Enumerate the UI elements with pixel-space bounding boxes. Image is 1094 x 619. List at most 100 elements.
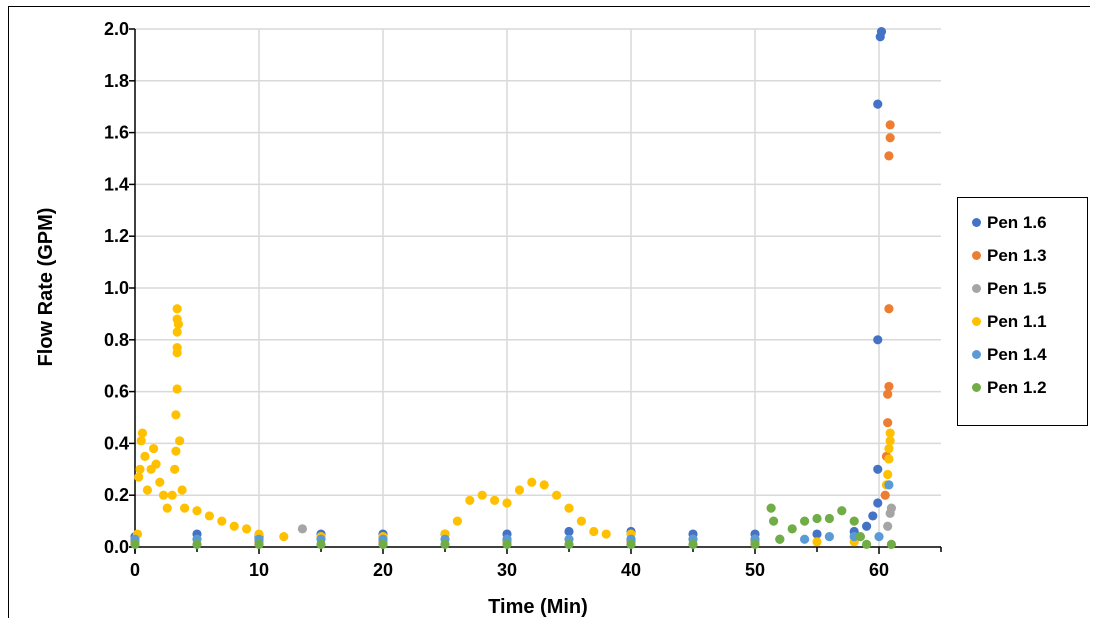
data-point [885, 120, 895, 130]
series-pen-1-6 [130, 26, 887, 542]
legend-item: Pen 1.5 [958, 272, 1087, 305]
legend-item: Pen 1.6 [958, 206, 1087, 239]
data-point [886, 539, 897, 550]
legend-item: Pen 1.1 [958, 305, 1087, 338]
data-point [885, 436, 895, 446]
data-point [873, 498, 883, 508]
data-point [885, 133, 895, 143]
legend-marker [972, 317, 981, 326]
x-tick-label: 30 [497, 560, 517, 580]
data-point [883, 521, 893, 531]
data-point [527, 477, 537, 487]
data-point [140, 451, 150, 461]
data-point [192, 506, 202, 516]
legend-label: Pen 1.5 [987, 278, 1047, 298]
data-point [824, 513, 835, 524]
data-point [688, 539, 698, 550]
tick-labels: 0.0 0.2 0.4 0.6 0.8 1.0 1.2 1.4 1.6 1.8 2.0 0 10 20 30… [104, 19, 889, 580]
data-point [873, 335, 883, 345]
y-tick-label: 0.0 [104, 537, 129, 557]
data-point [849, 516, 859, 526]
data-point [800, 534, 810, 544]
data-point [626, 539, 636, 550]
series-pen-1-2 [130, 503, 897, 550]
series-pen-1-4 [130, 480, 894, 544]
data-point [884, 480, 894, 490]
data-point [502, 498, 512, 508]
legend-label: Pen 1.6 [987, 212, 1047, 232]
data-point [490, 495, 500, 505]
data-point [884, 151, 894, 161]
data-point [812, 529, 822, 539]
data-point [886, 503, 897, 513]
data-point [242, 524, 252, 534]
data-point [873, 464, 883, 474]
data-point [868, 511, 878, 521]
data-point [883, 389, 893, 399]
data-point [149, 443, 159, 454]
data-point [502, 539, 512, 550]
data-point [452, 516, 462, 526]
data-point [769, 516, 779, 526]
legend-item: Pen 1.3 [958, 239, 1087, 272]
data-point [552, 490, 562, 500]
data-point [440, 539, 450, 550]
legend-marker [972, 383, 981, 392]
data-point [465, 495, 475, 505]
x-tick-label: 60 [869, 560, 889, 580]
y-tick-label: 0.2 [104, 485, 129, 505]
y-tick-label: 0.4 [104, 433, 129, 453]
data-point [885, 428, 895, 438]
data-point [601, 529, 611, 539]
data-point [171, 446, 181, 456]
x-tick-label: 50 [745, 560, 765, 580]
data-point [855, 532, 866, 542]
data-point [539, 480, 549, 490]
chart-frame [8, 6, 1090, 618]
data-point [884, 454, 894, 464]
legend-marker [972, 350, 981, 359]
data-point [151, 459, 161, 469]
data-point [142, 485, 152, 495]
legend-marker [972, 218, 981, 227]
data-point [862, 521, 872, 531]
data-point [874, 532, 884, 542]
data-point [172, 304, 182, 314]
data-point [477, 490, 487, 500]
legend-label: Pen 1.4 [987, 344, 1047, 364]
data-point [279, 532, 289, 542]
data-point [155, 477, 165, 487]
data-point [204, 511, 214, 521]
data-point [883, 469, 893, 480]
data-point [837, 506, 847, 516]
y-axis-title: Flow Rate (GPM) [35, 208, 57, 367]
data-point [824, 532, 835, 542]
data-point [812, 537, 822, 547]
data-point [378, 539, 388, 550]
legend-marker [972, 284, 981, 293]
x-tick-label: 10 [249, 560, 269, 580]
data-point [172, 327, 182, 337]
legend-label: Pen 1.1 [987, 311, 1047, 331]
data-point [130, 539, 140, 550]
data-point [812, 513, 822, 524]
y-tick-label: 1.2 [104, 226, 129, 246]
data-point [167, 490, 177, 500]
data-point [171, 410, 181, 420]
y-tick-label: 0.8 [104, 330, 129, 350]
legend-label: Pen 1.2 [987, 377, 1047, 397]
data-point [884, 304, 894, 314]
data-point [170, 464, 180, 474]
data-point [172, 384, 182, 394]
data-point [137, 428, 148, 438]
y-tick-label: 2.0 [104, 19, 129, 39]
data-point [800, 516, 810, 526]
x-tick-label: 20 [373, 560, 393, 580]
data-points [130, 26, 897, 550]
data-point [158, 490, 169, 500]
data-point [162, 503, 172, 513]
data-point [134, 472, 144, 482]
data-point [564, 526, 574, 537]
data-point [217, 516, 227, 526]
